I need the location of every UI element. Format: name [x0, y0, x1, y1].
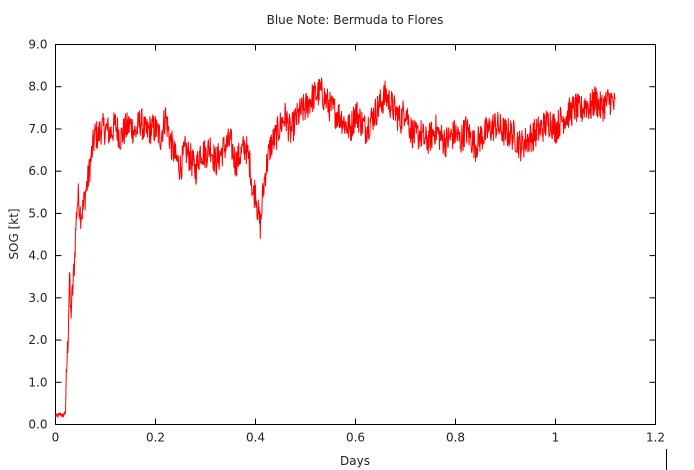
y-tick-label: 8.0	[28, 80, 47, 94]
plot-frame	[55, 44, 656, 425]
x-axis-label: Days	[340, 454, 370, 468]
chart-title: Blue Note: Bermuda to Flores	[267, 13, 444, 27]
y-axis: 0.0 1.0 2.0 3.0 4.0 5.0 6.0 7.0 8.0 9.0	[28, 38, 656, 432]
y-tick-label: 9.0	[28, 38, 47, 52]
y-tick-label: 3.0	[28, 291, 47, 305]
x-tick-label: 0.6	[346, 431, 365, 445]
y-tick-label: 5.0	[28, 206, 47, 220]
x-tick-label: 1	[552, 431, 560, 445]
y-tick-label: 4.0	[28, 249, 47, 263]
x-tick-label: 1.2	[646, 431, 665, 445]
x-tick-label: 0.8	[446, 431, 465, 445]
y-tick-label: 7.0	[28, 122, 47, 136]
x-tick-label: 0	[52, 431, 60, 445]
x-tick-label: 0.2	[146, 431, 165, 445]
x-axis: 0 0.2 0.4 0.6 0.8 1 1.2	[52, 44, 665, 445]
y-axis-label: SOG [kt]	[7, 208, 21, 259]
y-tick-label: 1.0	[28, 375, 47, 389]
x-tick-label: 0.4	[246, 431, 265, 445]
y-tick-label: 0.0	[28, 418, 47, 432]
y-tick-label: 6.0	[28, 164, 47, 178]
sog-series-line	[55, 77, 616, 418]
y-tick-label: 2.0	[28, 333, 47, 347]
